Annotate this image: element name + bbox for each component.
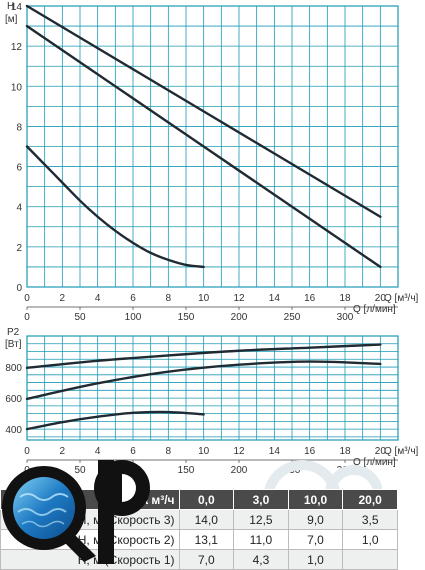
x2-axis-label: Q [л/мин] — [353, 304, 396, 315]
table-cell: 11,0 — [233, 529, 289, 550]
x-tick-label: 6 — [130, 293, 136, 304]
x-tick-label: 16 — [304, 293, 316, 304]
y-tick-label: 4 — [16, 203, 22, 214]
x2-tick-label: 200 — [231, 465, 248, 476]
y-tick-label: 0 — [16, 283, 22, 294]
y-tick-label: 600 — [5, 394, 22, 405]
x-tick-label: 20 — [375, 446, 387, 457]
x-tick-label: 16 — [304, 446, 316, 457]
y-tick-label: 12 — [11, 42, 23, 53]
x2-tick-label: 50 — [74, 312, 86, 323]
x-axis-label: Q [м³/ч] — [384, 446, 419, 457]
y-tick-label: 8 — [16, 122, 22, 133]
x-tick-label: 14 — [269, 293, 281, 304]
y-axis-label: H — [7, 1, 14, 12]
header-cell: 10,0 — [287, 489, 344, 510]
y-tick-label: 10 — [11, 82, 23, 93]
table-cell: 1,0 — [287, 549, 344, 570]
x2-tick-label: 0 — [24, 312, 30, 323]
logo-p-letter — [94, 460, 150, 564]
x-tick-label: 0 — [24, 446, 30, 457]
table-cell: 9,0 — [287, 509, 344, 530]
y-tick-label: 6 — [16, 163, 22, 174]
y-tick-label: 800 — [5, 363, 22, 374]
table-cell: 4,3 — [233, 549, 289, 570]
series-line-3 — [25, 410, 205, 431]
x-tick-label: 14 — [269, 446, 281, 457]
y-axis-unit: [м] — [5, 14, 18, 25]
table-cell: 13,1 — [178, 529, 235, 550]
x-tick-label: 0 — [24, 293, 30, 304]
x2-tick-label: 200 — [231, 312, 248, 323]
x-tick-label: 8 — [166, 446, 172, 457]
x-tick-label: 20 — [375, 293, 387, 304]
table-cell: 14,0 — [178, 509, 235, 530]
x-tick-label: 18 — [339, 293, 351, 304]
x-tick-label: 4 — [95, 446, 101, 457]
table-cell — [342, 549, 398, 570]
x2-tick-label: 300 — [337, 312, 354, 323]
table-cell: 3,5 — [342, 509, 398, 530]
series-line-1 — [25, 4, 382, 218]
header-cell: 0,0 — [178, 489, 235, 510]
x-tick-label: 10 — [198, 446, 210, 457]
logo-q-letter — [2, 466, 96, 562]
series-line-1 — [25, 343, 382, 370]
x-tick-label: 12 — [233, 293, 245, 304]
x2-tick-label: 150 — [178, 312, 195, 323]
x-tick-label: 2 — [60, 293, 66, 304]
y-axis-unit: [Вт] — [5, 339, 22, 350]
x-tick-label: 12 — [233, 446, 245, 457]
series-line-2 — [25, 360, 382, 401]
x-tick-label: 4 — [95, 293, 101, 304]
y-tick-label: 14 — [11, 2, 23, 13]
x-tick-label: 2 — [60, 446, 66, 457]
series-line-3 — [25, 145, 205, 269]
x2-tick-label: 100 — [125, 312, 142, 323]
y-tick-label: 400 — [5, 425, 22, 436]
y-axis-label: P2 — [7, 327, 20, 338]
x-tick-label: 6 — [130, 446, 136, 457]
series-line-2 — [25, 24, 382, 269]
table-row: Н, м (Скорость 1) 7,0 4,3 1,0 — [0, 549, 398, 570]
x-tick-label: 18 — [339, 446, 351, 457]
x-tick-label: 10 — [198, 293, 210, 304]
y-tick-label: 2 — [16, 243, 22, 254]
table-cell: 7,0 — [287, 529, 344, 550]
table-cell: 7,0 — [178, 549, 235, 570]
table-cell: 12,5 — [233, 509, 289, 530]
header-cell: 3,0 — [233, 489, 289, 510]
header-cell: 20,0 — [342, 489, 398, 510]
power-chart: 400 600 800 P2[Вт] 0 2 4 6 8 10 12 14 16 18 20Q [м³/ч]… — [5, 327, 419, 476]
x-axis-label: Q [м³/ч] — [384, 293, 419, 304]
x2-tick-label: 50 — [74, 465, 86, 476]
x2-tick-label: 150 — [178, 465, 195, 476]
qp-logo — [2, 460, 150, 564]
x2-axis-label: Q [л/мин] — [353, 457, 396, 468]
x-tick-label: 8 — [166, 293, 172, 304]
x2-tick-label: 250 — [284, 312, 301, 323]
table-cell: 1,0 — [342, 529, 398, 550]
